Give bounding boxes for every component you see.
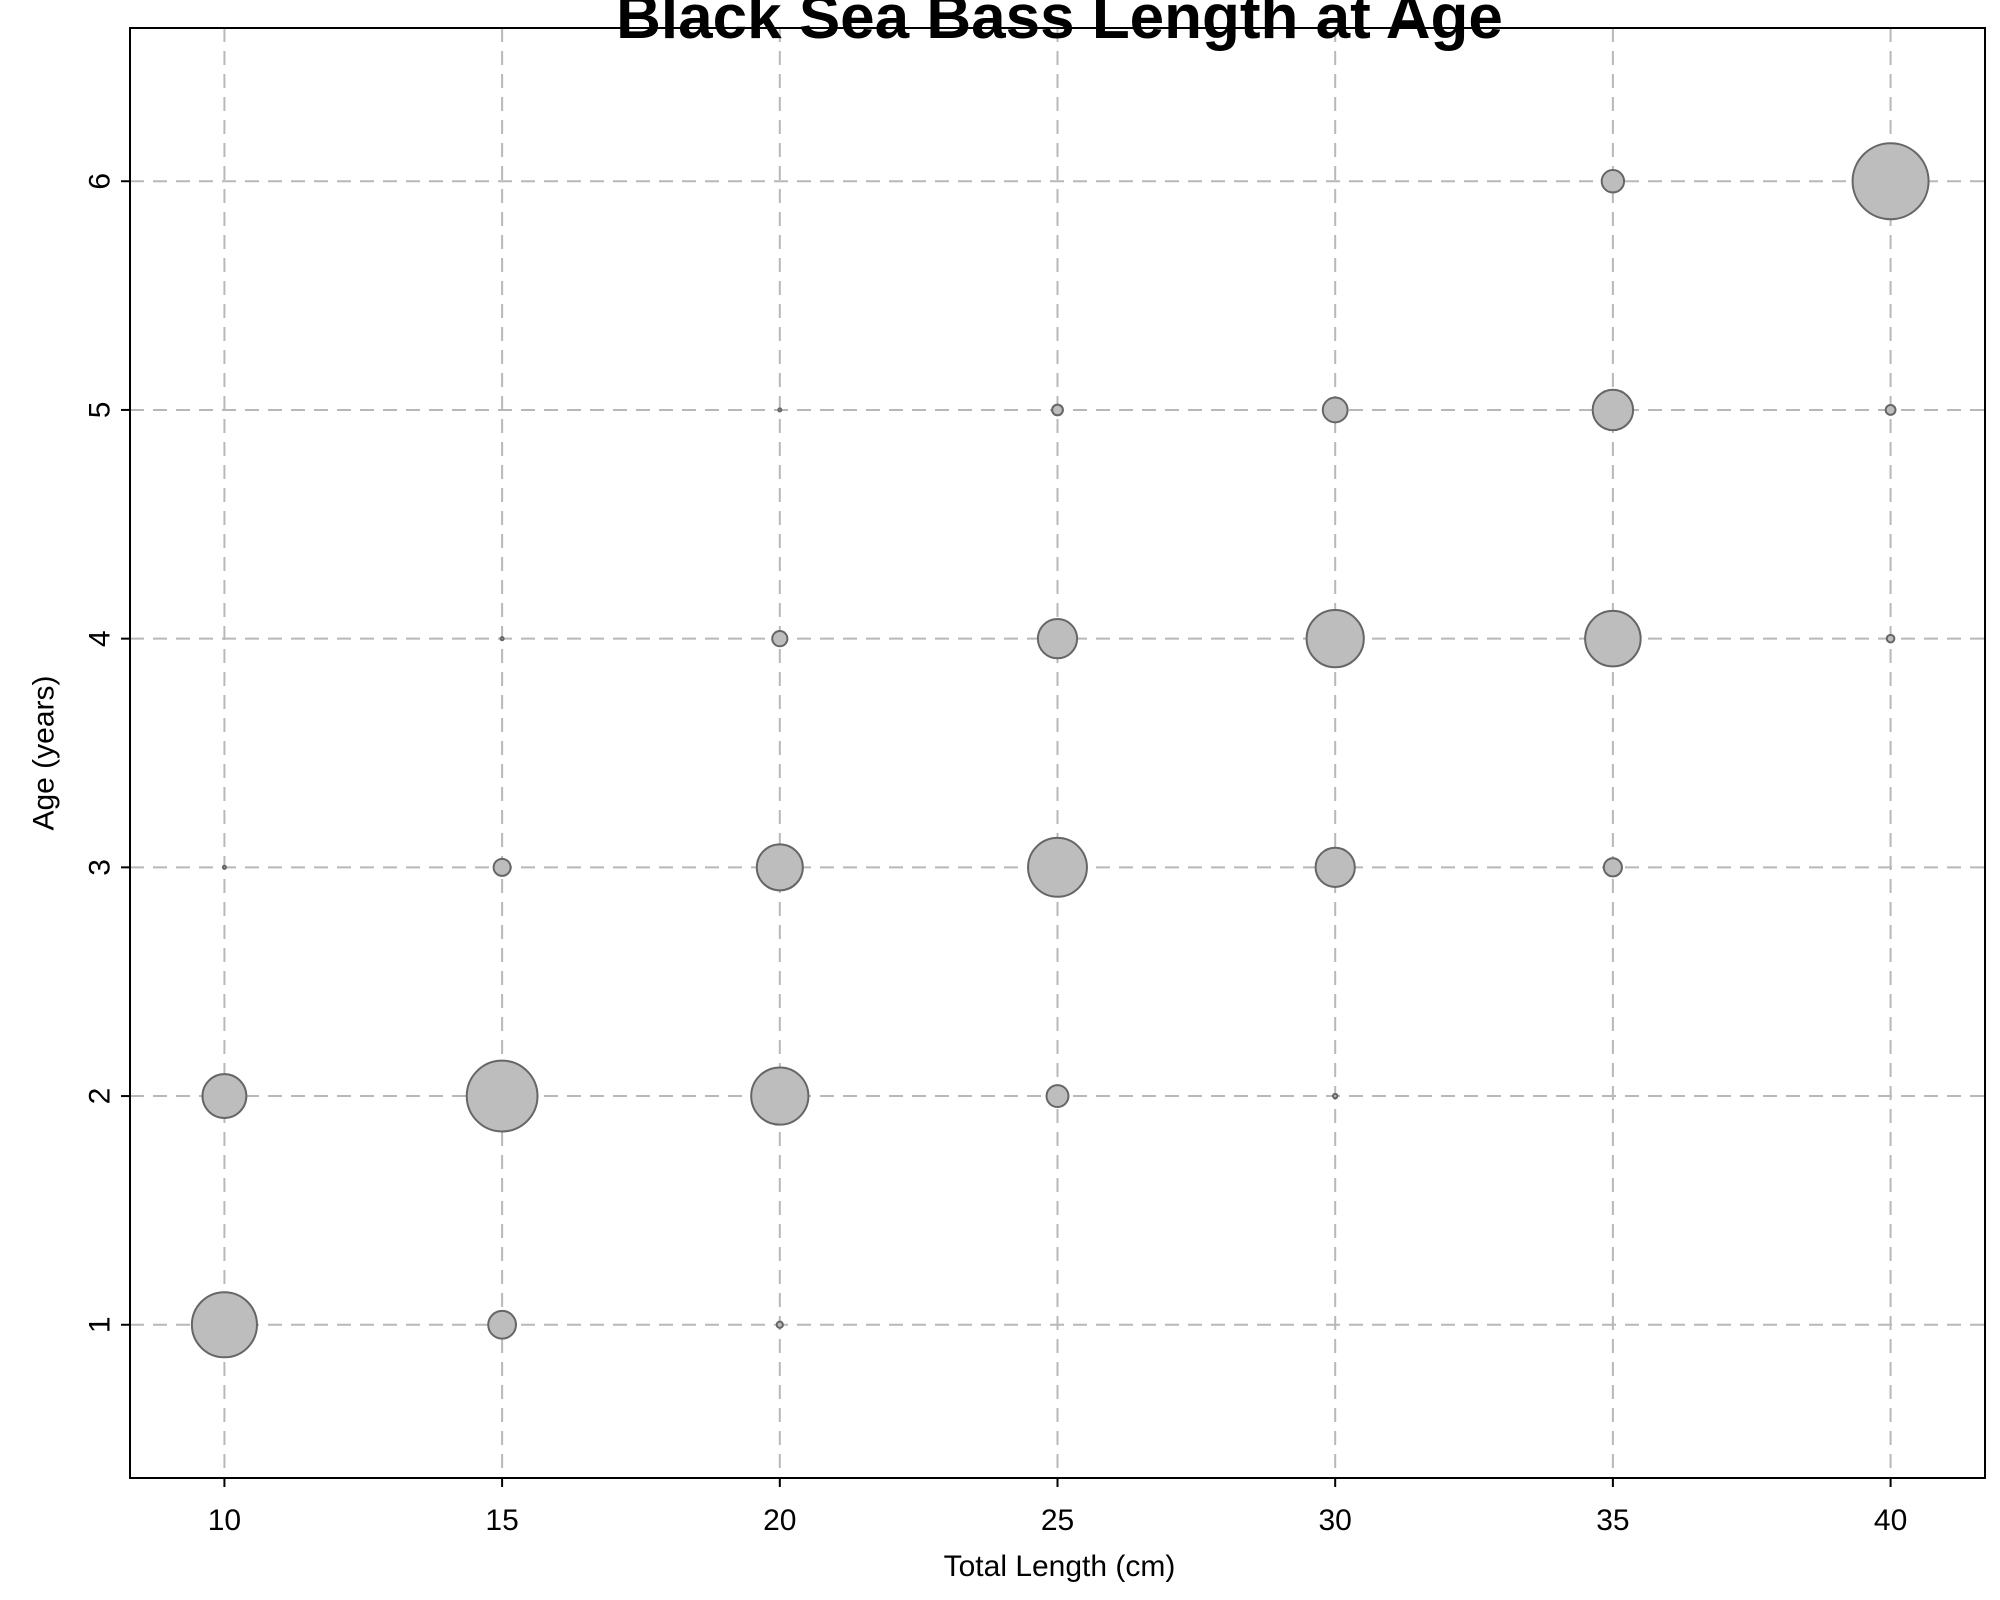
data-point bbox=[755, 843, 804, 892]
x-tick-label: 35 bbox=[1596, 1504, 1629, 1537]
chart-title: Black Sea Bass Length at Age bbox=[616, 0, 1503, 52]
data-point bbox=[1332, 1092, 1339, 1100]
data-point bbox=[750, 1066, 810, 1126]
axis-ticks: 10 15 20 25 30 35 40 1 2 3 4 5 6 bbox=[84, 173, 1908, 1537]
data-point bbox=[1885, 633, 1896, 644]
y-tick-label: 3 bbox=[84, 859, 117, 876]
data-point bbox=[492, 857, 512, 877]
data-point bbox=[465, 1059, 539, 1133]
data-point bbox=[775, 1320, 784, 1329]
x-axis-label: Total Length (cm) bbox=[944, 1550, 1176, 1583]
y-axis-label: Age (years) bbox=[28, 675, 61, 830]
data-points bbox=[190, 142, 1930, 1359]
x-tick-label: 10 bbox=[208, 1504, 241, 1537]
data-point bbox=[190, 1291, 258, 1359]
x-tick-label: 15 bbox=[485, 1504, 518, 1537]
data-point bbox=[487, 1309, 517, 1340]
data-point bbox=[1851, 142, 1930, 221]
y-tick-label: 4 bbox=[84, 630, 117, 647]
data-point bbox=[1314, 846, 1356, 888]
data-point bbox=[1321, 396, 1349, 424]
y-tick-label: 2 bbox=[84, 1088, 117, 1105]
x-tick-label: 30 bbox=[1319, 1504, 1352, 1537]
y-tick-label: 5 bbox=[84, 402, 117, 419]
data-point bbox=[1602, 857, 1623, 878]
data-point bbox=[1591, 388, 1635, 432]
y-tick-label: 6 bbox=[84, 173, 117, 190]
x-tick-label: 20 bbox=[763, 1504, 796, 1537]
data-point bbox=[777, 407, 783, 413]
data-point bbox=[1584, 609, 1642, 668]
data-point bbox=[1884, 404, 1897, 416]
data-point bbox=[1036, 618, 1079, 660]
data-point bbox=[499, 636, 505, 642]
data-point bbox=[201, 1073, 248, 1119]
data-point bbox=[1305, 609, 1365, 669]
grid-lines bbox=[130, 28, 1985, 1478]
data-point bbox=[1051, 403, 1064, 417]
data-point bbox=[771, 630, 789, 648]
data-point bbox=[1045, 1084, 1070, 1109]
x-tick-label: 40 bbox=[1874, 1504, 1907, 1537]
data-point bbox=[1027, 836, 1088, 898]
y-tick-label: 1 bbox=[84, 1316, 117, 1333]
data-point bbox=[1600, 169, 1626, 194]
x-tick-label: 25 bbox=[1041, 1504, 1074, 1537]
data-point bbox=[221, 864, 227, 870]
